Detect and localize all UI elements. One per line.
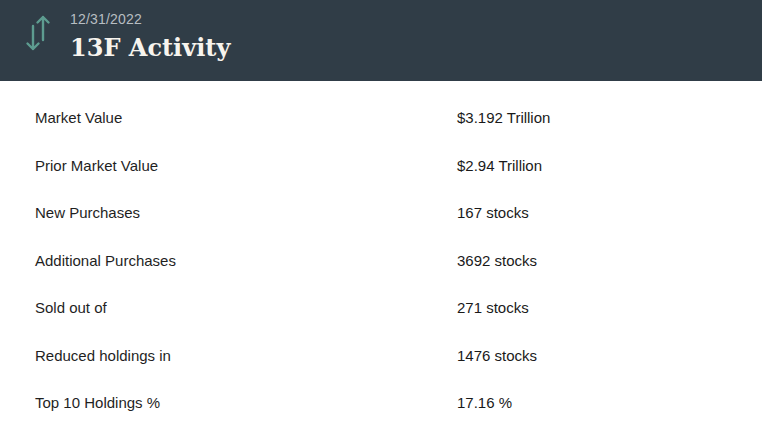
page-title: 13F Activity — [70, 35, 762, 61]
stat-row-additional-purchases: Additional Purchases 3692 stocks — [0, 237, 762, 285]
stat-value: 1476 stocks — [457, 347, 762, 364]
stat-row-new-purchases: New Purchases 167 stocks — [0, 189, 762, 237]
header-text-block: 12/31/2022 13F Activity — [0, 0, 762, 61]
stat-row-market-value: Market Value $3.192 Trillion — [0, 94, 762, 142]
swap-vertical-icon[interactable] — [25, 13, 51, 53]
stat-value: $2.94 Trillion — [457, 157, 762, 174]
stats-list: Market Value $3.192 Trillion Prior Marke… — [0, 81, 762, 425]
stat-value: 17.16 % — [457, 394, 762, 411]
stat-row-reduced-holdings: Reduced holdings in 1476 stocks — [0, 332, 762, 380]
stat-value: 271 stocks — [457, 299, 762, 316]
stat-row-sold-out-of: Sold out of 271 stocks — [0, 284, 762, 332]
stat-label: New Purchases — [35, 204, 457, 221]
stat-value: $3.192 Trillion — [457, 109, 762, 126]
stat-row-prior-market-value: Prior Market Value $2.94 Trillion — [0, 142, 762, 190]
stat-label: Additional Purchases — [35, 252, 457, 269]
stat-label: Sold out of — [35, 299, 457, 316]
report-date: 12/31/2022 — [70, 11, 762, 27]
stat-value: 167 stocks — [457, 204, 762, 221]
stat-value: 3692 stocks — [457, 252, 762, 269]
stat-label: Top 10 Holdings % — [35, 394, 457, 411]
stat-label: Market Value — [35, 109, 457, 126]
widget-header: 12/31/2022 13F Activity — [0, 0, 762, 81]
stat-row-top10-holdings: Top 10 Holdings % 17.16 % — [0, 379, 762, 425]
stat-label: Prior Market Value — [35, 157, 457, 174]
stat-label: Reduced holdings in — [35, 347, 457, 364]
13f-activity-widget: 12/31/2022 13F Activity Market Value $3.… — [0, 0, 762, 425]
